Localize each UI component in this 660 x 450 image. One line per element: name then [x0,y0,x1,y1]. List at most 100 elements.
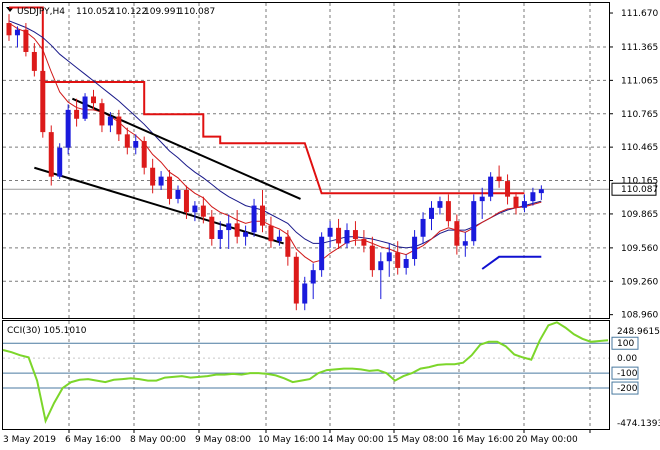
current-price-label: 110.087 [621,185,658,195]
high-value: 110.122 [110,7,147,17]
price-tick-label-2: 111.065 [621,76,658,86]
candle-body-17 [150,167,156,186]
candle-body-2 [23,29,29,52]
candle-body-28 [243,232,249,237]
channel-lower [481,255,542,270]
slow-ma-line [8,20,542,249]
trendline-1 [34,166,284,245]
time-tick-label-4: 10 May 16:00 [258,435,320,445]
candle-body-39 [336,227,342,244]
candle-body-55 [471,201,477,242]
candle-body-19 [167,176,173,199]
time-tick-label-7: 16 May 16:00 [452,435,514,445]
price-tick-label-8: 109.260 [621,277,658,287]
candle-body-38 [327,227,333,237]
time-tick-label-2: 8 May 00:00 [130,435,186,445]
candle-body-43 [369,245,375,271]
candle-body-49 [420,218,426,237]
price-tick-label-5: 110.165 [621,177,658,187]
time-tick-label-0: 3 May 2019 [3,435,56,445]
candle-body-34 [293,256,299,304]
candles [6,14,544,311]
cci-axis: 248.9615 100 0.00 -100 -200 -474.1393 [611,327,660,429]
cci-tick-label-3: -100 [617,369,638,379]
cci-level-tag-4 [611,381,639,395]
indicator-pane-frame [2,320,610,430]
candle-body-36 [310,270,316,284]
price-tick-label-3: 110.765 [621,110,658,120]
candle-body-0 [6,23,12,36]
candle-body-53 [454,221,460,246]
candle-body-58 [496,176,502,182]
candle-body-9 [82,96,88,119]
current-price-tag [611,182,657,196]
candle-body-51 [437,201,443,208]
cci-line [2,321,609,425]
candle-body-4 [40,70,46,133]
candle-body-16 [141,141,147,168]
candle-body-26 [226,223,232,231]
cci-tick-label-5: -474.1393 [617,419,660,429]
candle-body-5 [48,132,54,177]
cci-tick-label-2: 0.00 [617,354,637,364]
price-tick-label-6: 109.865 [621,210,658,220]
moving-averages [8,20,542,263]
candle-body-47 [403,259,409,268]
time-tick-label-1: 6 May 16:00 [65,435,121,445]
candle-body-50 [429,207,434,219]
candle-body-13 [116,116,122,135]
price-tick-label-1: 111.365 [621,43,658,53]
candle-body-24 [209,216,215,239]
candle-body-14 [124,134,130,148]
candle-body-10 [91,96,96,104]
candle-body-6 [57,147,63,177]
cci-level-tag-3 [611,366,639,380]
price-tick-label-0: 111.670 [621,9,658,19]
candle-body-15 [133,141,139,148]
cci-tick-label-4: -200 [617,384,638,394]
candle-body-52 [445,201,451,222]
candle-body-23 [200,205,206,217]
candle-body-33 [285,236,291,257]
candle-body-41 [352,230,358,239]
candle-body-35 [302,283,308,304]
fast-ma-line [8,22,542,263]
candle-body-46 [395,252,401,268]
cci-level-tag-1 [611,336,639,350]
candle-body-61 [521,201,527,208]
candle-body-1 [14,29,20,36]
candle-body-60 [513,196,519,208]
candle-body-29 [251,205,257,233]
time-tick-label-6: 15 May 08:00 [387,435,449,445]
candle-body-21 [183,189,189,213]
candle-body-31 [268,225,274,242]
candle-body-11 [99,103,105,126]
price-tick-label-7: 109.560 [621,244,658,254]
time-tick-label-8: 20 May 00:00 [516,435,578,445]
low-value: 109.991 [144,7,181,17]
price-pane-frame [2,2,610,319]
candle-body-8 [74,109,80,119]
price-tick-label-4: 110.465 [621,143,658,153]
candle-body-40 [344,230,350,244]
candle-body-20 [175,189,181,199]
candle-body-12 [107,116,113,126]
candle-body-56 [479,196,485,202]
time-axis: 3 May 2019 6 May 16:00 8 May 00:00 9 May 08… [3,429,591,445]
close-value: 110.087 [178,7,215,17]
candle-body-30 [260,205,265,226]
open-value: 110.052 [76,7,113,17]
price-axis: 111.670 111.365 111.065 110.765 110.465 110.1… [609,9,658,321]
time-tick-label-3: 9 May 08:00 [195,435,251,445]
candle-body-62 [530,192,536,202]
candle-body-42 [361,238,367,246]
candle-body-7 [65,109,71,148]
candle-body-32 [276,236,282,242]
time-tick-label-5: 14 May 00:00 [322,435,384,445]
candle-body-59 [505,181,511,197]
symbol-label: USDJPY,H4 [17,7,65,17]
candle-body-27 [234,223,240,237]
candle-body-22 [192,205,198,213]
candle-body-45 [386,252,392,262]
